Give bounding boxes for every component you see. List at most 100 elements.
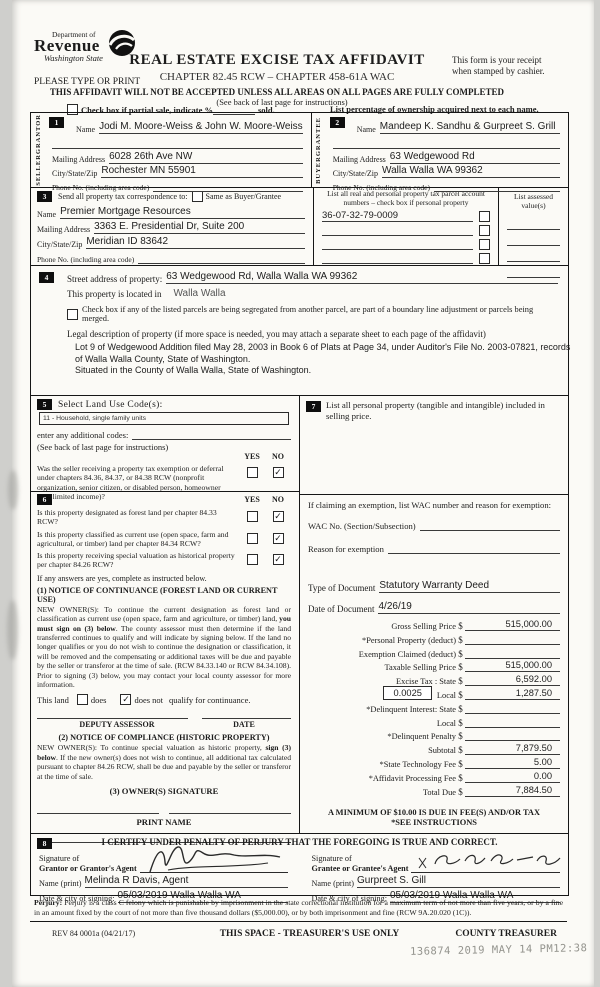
print-name-line-2[interactable] bbox=[169, 841, 291, 844]
exemption-reason-label: Reason for exemption bbox=[308, 544, 384, 554]
doc-type-value[interactable]: Statutory Warranty Deed bbox=[379, 580, 560, 593]
delinquent-interest-local-value[interactable] bbox=[465, 726, 560, 728]
seller-csz-value[interactable]: Rochester MN 55901 bbox=[101, 165, 303, 178]
grantee-date-city-value[interactable]: 05/03/2019 Walla Walla WA bbox=[390, 890, 560, 903]
forest-yes-checkbox[interactable] bbox=[246, 511, 258, 522]
segregated-checkbox[interactable] bbox=[67, 308, 78, 320]
exemption-claimed-value[interactable] bbox=[465, 657, 560, 659]
owners-signature-title: (3) OWNER(S) SIGNATURE bbox=[109, 786, 219, 797]
buyer-name2-input[interactable] bbox=[332, 137, 560, 149]
seller-name2-input[interactable] bbox=[52, 137, 303, 149]
grantor-signature-scribble bbox=[149, 846, 280, 873]
delinquent-penalty-value[interactable] bbox=[465, 740, 560, 742]
partial-sale-row: Check box if partial sale, indicate % so… bbox=[67, 104, 275, 115]
exemption-area: If claiming an exemption, list WAC numbe… bbox=[300, 494, 568, 572]
partial-sale-percent-input[interactable] bbox=[212, 104, 255, 115]
sec5-no-checkbox[interactable]: ✓ bbox=[272, 467, 284, 478]
personal-property-deduct-value[interactable] bbox=[465, 643, 560, 645]
corr-phone-input[interactable] bbox=[138, 252, 305, 264]
current-use-yes-checkbox[interactable] bbox=[246, 532, 258, 544]
does-not-checkbox[interactable]: ✓ bbox=[120, 694, 132, 706]
buyer-side-strip: BUYERGRANTEE bbox=[312, 113, 327, 187]
parcel-pp-checkbox-3[interactable] bbox=[479, 239, 490, 250]
section-7-personal-property: 7 List all personal property (tangible a… bbox=[300, 396, 568, 494]
forest-no-checkbox[interactable]: ✓ bbox=[272, 511, 284, 522]
same-as-buyer-checkbox[interactable] bbox=[191, 191, 203, 202]
street-address-value[interactable]: 63 Wedgewood Rd, Walla Walla WA 99362 bbox=[166, 271, 558, 284]
corr-csz-value[interactable]: Meridian ID 83642 bbox=[86, 236, 305, 249]
seller-name-value[interactable]: Jodi M. Moore-Weiss & John W. Moore-Weis… bbox=[99, 121, 303, 134]
gross-selling-price-label: Gross Selling Price bbox=[391, 622, 456, 631]
located-in-value[interactable]: Walla Walla bbox=[173, 288, 226, 299]
print-name-label: PRINT NAME bbox=[136, 817, 192, 828]
sec5-yes-checkbox[interactable] bbox=[246, 467, 258, 478]
state-technology-fee-value[interactable]: 5.00 bbox=[465, 757, 560, 769]
affidavit-processing-fee-value[interactable]: 0.00 bbox=[465, 771, 560, 783]
partial-sale-checkbox[interactable] bbox=[67, 104, 78, 115]
corr-mailing-value[interactable]: 3363 E. Presidential Dr, Suite 200 bbox=[94, 221, 305, 234]
doc-date-value[interactable]: 4/26/19 bbox=[378, 601, 560, 614]
current-use-question-text: Is this property classified as current u… bbox=[37, 529, 229, 548]
grantee-name-print-label: Name (print) bbox=[311, 878, 355, 888]
parcel-pp-checkbox-1[interactable] bbox=[479, 211, 490, 222]
signature-columns: Signature of Grantor or Grantor's Agent N… bbox=[39, 846, 561, 903]
grantor-signature-field[interactable] bbox=[139, 846, 288, 873]
seller-mailing-value[interactable]: 6028 26th Ave NW bbox=[109, 151, 303, 164]
owner-signature-line-1[interactable] bbox=[37, 812, 159, 815]
does-checkbox[interactable] bbox=[76, 694, 88, 706]
local-rate-box[interactable]: 0.0025 bbox=[383, 685, 432, 700]
deputy-date-line[interactable] bbox=[202, 717, 291, 720]
delinquent-interest-state-value[interactable] bbox=[465, 712, 560, 714]
excise-tax-state-value[interactable]: 6,592.00 bbox=[465, 674, 560, 687]
received-timestamp-stamp: 136874 2019 MAY 14 PM12:38 bbox=[409, 942, 588, 958]
grantor-name-print-value[interactable]: Melinda R Davis, Agent bbox=[84, 875, 288, 888]
gross-selling-price-value[interactable]: 515,000.00 bbox=[465, 619, 560, 631]
land-use-title: Select Land Use Code(s): bbox=[58, 399, 163, 410]
owner-signature-line-2[interactable] bbox=[169, 812, 291, 815]
forest-land-question: Is this property designated as forest la… bbox=[37, 508, 291, 527]
parcel-pp-checkbox-2[interactable] bbox=[479, 225, 490, 236]
parcel-number-input[interactable] bbox=[322, 235, 473, 236]
historic-no-checkbox[interactable]: ✓ bbox=[272, 554, 284, 566]
buyer-csz-value[interactable]: Walla Walla WA 99362 bbox=[382, 165, 560, 178]
forest-yes-cell bbox=[239, 508, 265, 527]
buyer-phone-input[interactable] bbox=[433, 180, 560, 192]
parcel-number-input[interactable] bbox=[322, 249, 473, 250]
qualify-label: qualify for continuance. bbox=[169, 694, 251, 705]
assessed-value-input[interactable] bbox=[507, 234, 560, 246]
section-3-badge: 3 bbox=[37, 191, 52, 202]
exemption-reason-input[interactable] bbox=[387, 542, 560, 554]
current-use-no-checkbox[interactable]: ✓ bbox=[272, 532, 284, 544]
land-use-code-select[interactable]: 11 - Household, single family units bbox=[39, 412, 289, 425]
seller-word: SELLER bbox=[34, 154, 42, 186]
subtotal-value[interactable]: 7,879.50 bbox=[465, 743, 560, 756]
corr-name-value[interactable]: Premier Mortgage Resources bbox=[60, 206, 305, 219]
parcel-number-value[interactable]: 36-07-32-79-0009 bbox=[322, 210, 473, 222]
wac-number-input[interactable] bbox=[419, 519, 560, 531]
parcel-pp-checkbox-4[interactable] bbox=[479, 253, 490, 264]
deputy-assessor-label: DEPUTY ASSESSOR bbox=[79, 720, 155, 730]
assessed-value-input[interactable] bbox=[507, 266, 560, 278]
form-title: REAL ESTATE EXCISE TAX AFFIDAVIT bbox=[129, 52, 425, 68]
local-tax-label-group: 0.0025 Local bbox=[308, 685, 456, 700]
parcel-number-input[interactable] bbox=[322, 263, 473, 264]
revenue-logo: Department of Revenue Washington State bbox=[34, 30, 137, 63]
grantor-date-city-value[interactable]: 05/03/2019 Walla Walla WA bbox=[117, 890, 288, 903]
doc-type-label: Type of Document bbox=[308, 583, 376, 593]
assessed-value-input[interactable] bbox=[507, 250, 560, 262]
grantee-signature-field[interactable] bbox=[411, 848, 561, 873]
buyer-name-value[interactable]: Mandeep K. Sandhu & Gurpreet S. Grill bbox=[379, 121, 560, 134]
print-name-line-1[interactable] bbox=[37, 841, 159, 844]
deputy-assessor-signature-line[interactable] bbox=[37, 717, 189, 720]
seller-phone-input[interactable] bbox=[153, 180, 303, 192]
grantee-name-print-value[interactable]: Gurpreet S. Gill bbox=[357, 875, 560, 888]
buyer-word: BUYER bbox=[315, 155, 323, 184]
assessed-value-input[interactable] bbox=[507, 218, 560, 230]
local-tax-value[interactable]: 1,287.50 bbox=[465, 688, 560, 700]
taxable-selling-price-value[interactable]: 515,000.00 bbox=[465, 660, 560, 673]
buyer-mailing-value[interactable]: 63 Wedgewood Rd bbox=[389, 151, 560, 164]
historic-yes-checkbox[interactable] bbox=[246, 554, 258, 566]
total-due-value[interactable]: 7,884.50 bbox=[465, 785, 560, 797]
additional-codes-input[interactable] bbox=[132, 428, 291, 440]
lower-columns: 5 Select Land Use Code(s): 11 - Househol… bbox=[31, 396, 568, 844]
